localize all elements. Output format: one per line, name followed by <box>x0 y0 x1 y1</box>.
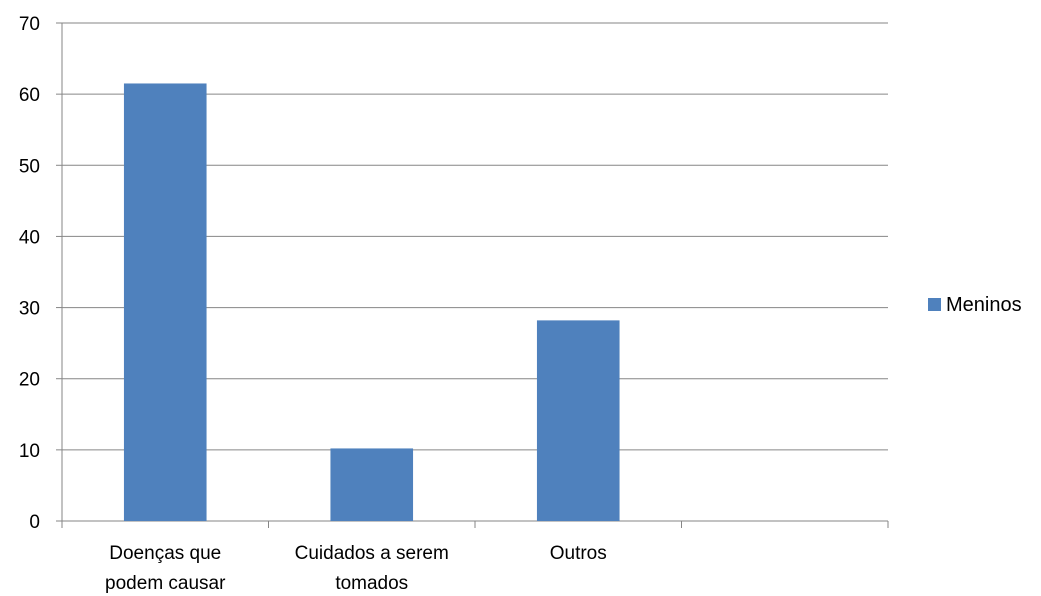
x-category-label: podem causar <box>105 573 226 594</box>
legend-swatch <box>928 298 941 311</box>
y-tick-label: 30 <box>19 299 40 320</box>
bar-3 <box>536 320 620 521</box>
x-category-label: Cuidados a serem <box>295 543 449 564</box>
bar-2 <box>330 448 414 521</box>
y-tick-label: 10 <box>19 441 40 462</box>
y-tick-label: 70 <box>19 14 40 35</box>
y-tick-label: 50 <box>19 156 40 177</box>
y-tick-label: 60 <box>19 85 40 106</box>
legend-label: Meninos <box>946 294 1022 316</box>
y-tick-label: 40 <box>19 227 40 248</box>
x-category-label: Doenças que <box>109 543 221 564</box>
x-category-label: Outros <box>550 543 607 564</box>
y-tick-label: 20 <box>19 370 40 391</box>
x-category-label: tomados <box>335 573 408 594</box>
bar-1 <box>123 83 207 521</box>
y-tick-label: 0 <box>29 512 40 533</box>
